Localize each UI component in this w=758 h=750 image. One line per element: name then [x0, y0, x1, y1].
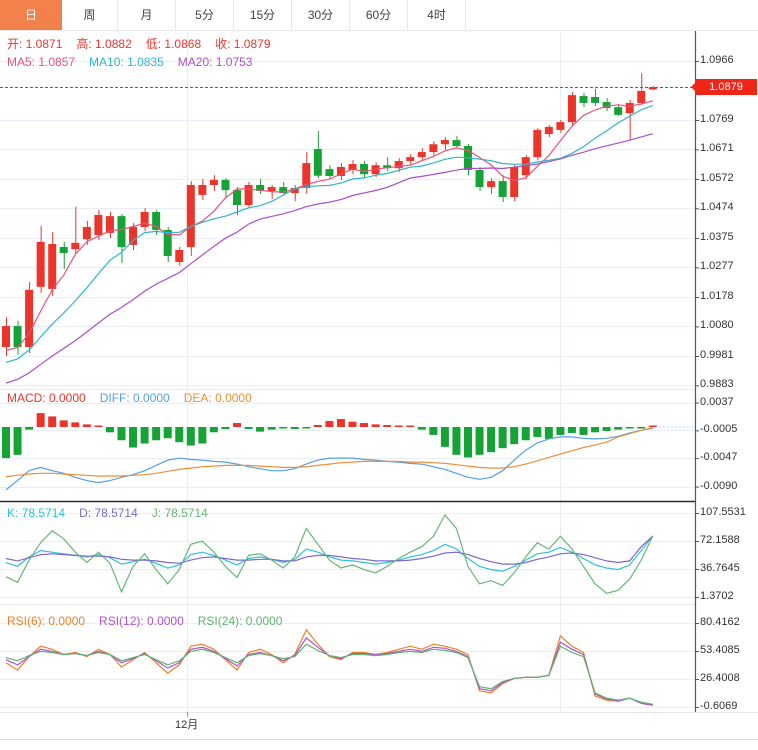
axis-tick-label: 1.0178	[700, 290, 734, 302]
legend-item: 开: 1.0871	[7, 37, 63, 51]
axis-tick-label: 1.3702	[700, 590, 734, 602]
legend-item: RSI(12): 0.0000	[99, 614, 184, 628]
axis-tick-label: 36.7645	[700, 562, 740, 574]
axis-tick-label: 1.0375	[700, 231, 734, 243]
legend-item: MA10: 1.0835	[89, 55, 164, 69]
x-axis-month-label: 12月	[175, 719, 199, 731]
current-price-tag: 1.0879	[691, 79, 757, 95]
legend-item: DEA: 0.0000	[183, 391, 252, 405]
axis-tick-label: 0.9981	[700, 349, 734, 361]
tab-60min[interactable]: 60分	[350, 0, 408, 30]
macd-legend: MACD: 0.0000 DIFF: 0.0000 DEA: 0.0000	[7, 391, 252, 405]
axis-tick-label: 0.9883	[700, 378, 734, 391]
legend-item: DIFF: 0.0000	[99, 391, 170, 405]
legend-item: RSI(6): 0.0000	[7, 614, 86, 628]
axis-tick-label: -0.0005	[700, 423, 738, 436]
legend-item: D: 78.5714	[79, 506, 138, 520]
axis-tick-label: -0.0047	[700, 451, 738, 464]
tab-month[interactable]: 月	[118, 0, 176, 30]
tab-week[interactable]: 周	[62, 0, 118, 30]
ohlc-legend: 开: 1.0871 高: 1.0882 低: 1.0868 收: 1.0879	[7, 35, 271, 52]
tab-4hour[interactable]: 4时	[408, 0, 466, 30]
axis-tick-label: 0.0037	[700, 395, 734, 408]
period-toolbar: 日周月 5分 15分 30分 60分 4时	[0, 0, 758, 31]
legend-item: MACD: 0.0000	[7, 391, 86, 405]
tab-day[interactable]: 日	[0, 0, 62, 30]
axis-tick-label: -0.6069	[700, 699, 738, 712]
axis-tick-label: 1.0769	[700, 113, 734, 125]
axis-tick-label: 1.0671	[700, 142, 734, 155]
kdj-legend: K: 78.5714 D: 78.5714 J: 78.5714	[7, 506, 208, 520]
legend-item: RSI(24): 0.0000	[197, 614, 283, 628]
rsi-legend: RSI(6): 0.0000 RSI(12): 0.0000 RSI(24): 0.…	[7, 614, 282, 628]
tab-30min[interactable]: 30分	[292, 0, 350, 30]
tab-5min[interactable]: 5分	[176, 0, 234, 30]
ma-legend: MA5: 1.0857 MA10: 1.0835 MA20: 1.0753	[7, 55, 252, 69]
axis-tick-label: 1.0474	[700, 201, 734, 214]
axis-tick-label: 1.0966	[700, 54, 734, 66]
legend-item: K: 78.5714	[7, 506, 66, 520]
axis-tick-label: 80.4162	[700, 616, 740, 628]
legend-item: 高: 1.0882	[76, 37, 132, 51]
axis-tick-label: -0.0090	[700, 479, 738, 492]
axis-tick-label: 72.1588	[700, 534, 740, 546]
axis-tick-label: 1.0277	[700, 260, 734, 273]
legend-item: MA5: 1.0857	[7, 55, 76, 69]
legend-item: MA20: 1.0753	[177, 55, 253, 69]
legend-item: J: 78.5714	[151, 506, 208, 520]
tab-15min[interactable]: 15分	[234, 0, 292, 30]
legend-item: 收: 1.0879	[215, 37, 271, 51]
axis-tick-label: 1.0572	[700, 172, 734, 184]
axis-tick-label: 53.4085	[700, 643, 740, 656]
axis-tick-label: 26.4008	[700, 671, 740, 684]
legend-item: 低: 1.0868	[145, 37, 202, 51]
axis-tick-label: 107.5531	[700, 506, 746, 518]
axis-tick-label: 1.0080	[700, 319, 734, 332]
